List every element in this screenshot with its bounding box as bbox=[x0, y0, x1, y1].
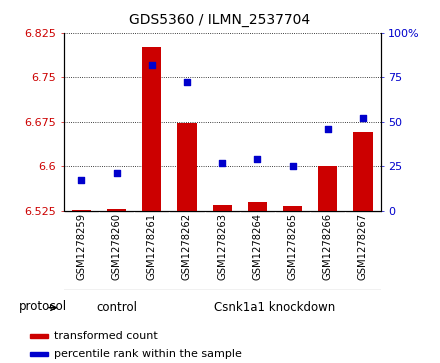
Point bbox=[254, 156, 261, 162]
Text: GSM1278266: GSM1278266 bbox=[323, 213, 333, 280]
Bar bbox=[30, 352, 48, 356]
Text: GSM1278267: GSM1278267 bbox=[358, 213, 368, 280]
Bar bbox=[283, 206, 302, 211]
Bar bbox=[318, 166, 337, 211]
Point bbox=[78, 178, 85, 183]
Point bbox=[148, 62, 155, 68]
Bar bbox=[107, 209, 126, 211]
Point bbox=[359, 115, 367, 121]
Text: protocol: protocol bbox=[19, 300, 67, 313]
Text: GSM1278262: GSM1278262 bbox=[182, 213, 192, 280]
Text: GSM1278261: GSM1278261 bbox=[147, 213, 157, 280]
Bar bbox=[353, 132, 373, 211]
Point bbox=[183, 79, 191, 85]
Bar bbox=[142, 48, 161, 211]
Point bbox=[289, 163, 296, 169]
Bar bbox=[213, 205, 232, 211]
Text: GSM1278259: GSM1278259 bbox=[77, 213, 86, 280]
Point bbox=[113, 170, 120, 176]
Text: GDS5360 / ILMN_2537704: GDS5360 / ILMN_2537704 bbox=[129, 13, 311, 27]
Point bbox=[219, 160, 226, 166]
Point bbox=[324, 126, 331, 132]
Bar bbox=[248, 201, 267, 211]
Text: GSM1278263: GSM1278263 bbox=[217, 213, 227, 280]
Text: GSM1278265: GSM1278265 bbox=[288, 213, 297, 280]
Text: Csnk1a1 knockdown: Csnk1a1 knockdown bbox=[214, 301, 336, 314]
Text: percentile rank within the sample: percentile rank within the sample bbox=[54, 349, 242, 359]
Text: control: control bbox=[96, 301, 137, 314]
Text: transformed count: transformed count bbox=[54, 331, 158, 341]
Bar bbox=[177, 123, 197, 211]
Bar bbox=[30, 334, 48, 338]
Bar bbox=[72, 210, 91, 211]
Text: GSM1278260: GSM1278260 bbox=[112, 213, 121, 280]
Text: GSM1278264: GSM1278264 bbox=[253, 213, 262, 280]
